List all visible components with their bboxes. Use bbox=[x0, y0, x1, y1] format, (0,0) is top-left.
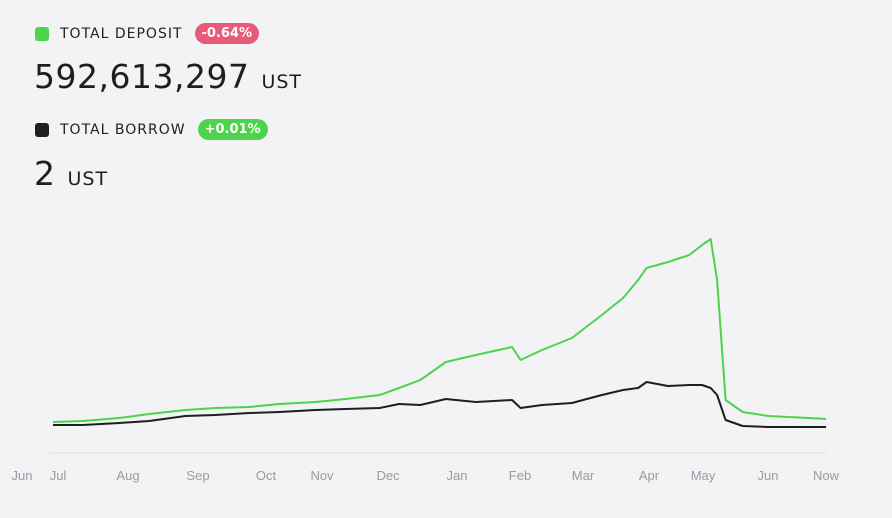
x-tick-label: Dec bbox=[376, 468, 400, 483]
x-tick-label: Jan bbox=[447, 468, 468, 483]
x-tick-label: May bbox=[691, 468, 716, 483]
x-tick-label: Mar bbox=[572, 468, 595, 483]
borrow-series-line bbox=[53, 381, 826, 428]
x-tick-label: Aug bbox=[116, 468, 139, 483]
x-tick-label: Oct bbox=[256, 468, 277, 483]
deposit-series-line bbox=[52, 238, 827, 423]
x-tick-label: Nov bbox=[310, 468, 334, 483]
x-tick-label: Jul bbox=[50, 468, 67, 483]
borrow-unit: UST bbox=[67, 168, 109, 190]
x-tick-label: Now bbox=[813, 468, 840, 483]
x-tick-label: Sep bbox=[186, 468, 209, 483]
borrow-swatch bbox=[35, 122, 49, 137]
borrow-label: TOTAL BORROW bbox=[60, 121, 186, 138]
borrow-value: 2 bbox=[34, 154, 56, 193]
borrow-change-badge: +0.01% bbox=[197, 119, 268, 140]
borrow-legend: TOTAL BORROW +0.01% bbox=[35, 119, 268, 140]
deposit-swatch bbox=[35, 26, 49, 41]
borrow-value-row: 2 UST bbox=[34, 154, 108, 193]
deposit-value-row: 592,613,297 UST bbox=[34, 57, 302, 96]
deposit-change-badge: -0.64% bbox=[194, 23, 260, 44]
x-tick-label: Jun bbox=[12, 468, 33, 483]
deposit-label: TOTAL DEPOSIT bbox=[60, 25, 183, 42]
x-tick-label: Jun bbox=[758, 468, 779, 483]
x-tick-label: Feb bbox=[509, 468, 531, 483]
deposit-value: 592,613,297 bbox=[34, 57, 250, 96]
x-tick-label: Apr bbox=[639, 468, 660, 483]
deposit-unit: UST bbox=[261, 71, 303, 93]
deposit-legend: TOTAL DEPOSIT -0.64% bbox=[35, 23, 260, 44]
